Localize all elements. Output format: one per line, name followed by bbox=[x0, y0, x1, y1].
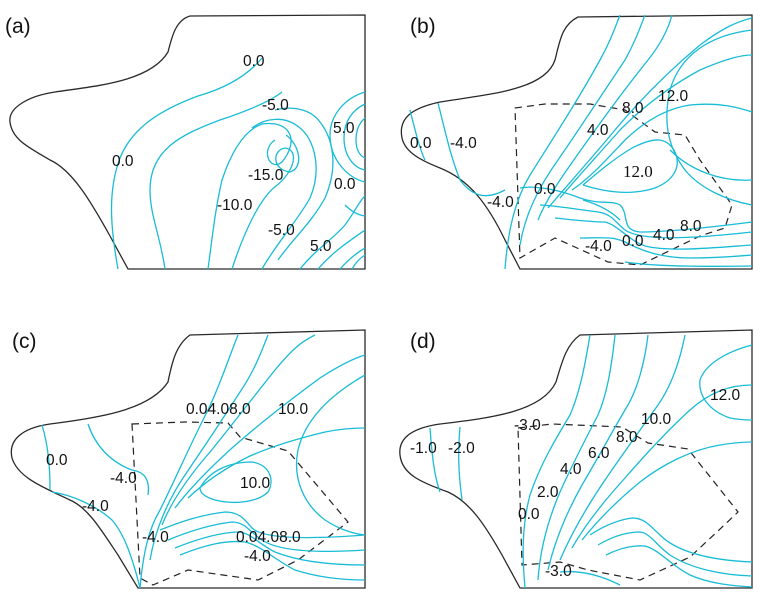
panel-b-contours bbox=[409, 14, 753, 270]
panel-a-contours bbox=[110, 57, 366, 270]
contour-label: -4.0 bbox=[450, 135, 477, 152]
panel-b-labels: 12.0 8.0 4.0 0.0 -4.0 12.0 -4.0 0.0 8.0 … bbox=[410, 88, 702, 255]
contour-label: 0.0 bbox=[112, 153, 134, 170]
contour-label: -4.0 bbox=[244, 548, 271, 565]
contour-label: -4.0 bbox=[142, 529, 169, 546]
contour-label: 0.0 bbox=[243, 53, 265, 70]
contour-label: 0.04.08.0 bbox=[186, 401, 251, 418]
panel-c-labels: 0.04.08.0 10.0 0.0 -4.0 -4.0 10.0 -4.0 0… bbox=[46, 401, 309, 565]
contour-label: 8.0 bbox=[616, 429, 638, 446]
panel-c-letter: (c) bbox=[12, 330, 37, 353]
contour-label: 0.0 bbox=[410, 135, 432, 152]
contour-label: -4.0 bbox=[82, 498, 109, 515]
contour-label: -4.0 bbox=[585, 238, 612, 255]
panel-d-labels: 12.0 -3.0 10.0 8.0 -1.0 -2.0 6.0 4.0 2.0… bbox=[410, 387, 741, 580]
contour-label: 0.0 bbox=[534, 181, 556, 198]
contour-label: 5.0 bbox=[310, 238, 332, 255]
panel-c-dashed-region bbox=[131, 421, 349, 586]
contour-label: -5.0 bbox=[268, 222, 295, 239]
panel-c-contours bbox=[41, 334, 366, 589]
panel-b-dashed-region bbox=[514, 103, 733, 266]
contour-label: 8.0 bbox=[680, 218, 702, 235]
contour-label: 10.0 bbox=[240, 475, 271, 492]
panel-d: (d) 12.0 -3.0 10.0 8.0 -1.0 -2.0 6.0 bbox=[399, 329, 753, 589]
contour-label: 12.0 bbox=[623, 162, 653, 181]
panel-b-boundary bbox=[400, 14, 753, 270]
contour-label: 0.0 bbox=[518, 506, 540, 523]
contour-label: 2.0 bbox=[537, 484, 559, 501]
contour-label: -4.0 bbox=[487, 194, 514, 211]
contour-label: 12.0 bbox=[658, 88, 689, 105]
contour-label: 5.0 bbox=[333, 120, 355, 137]
contour-label: 10.0 bbox=[278, 401, 309, 418]
panel-b-letter: (b) bbox=[410, 15, 436, 38]
contour-label: 6.0 bbox=[588, 445, 610, 462]
contour-label: 4.0 bbox=[560, 461, 582, 478]
panel-d-dashed-region bbox=[517, 423, 739, 581]
contour-label: -15.0 bbox=[248, 167, 284, 184]
panel-b: (b) 12.0 8.0 4.0 0.0 -4.0 bbox=[400, 14, 753, 270]
contour-label: -3.0 bbox=[545, 563, 572, 580]
panel-d-contours bbox=[429, 334, 753, 589]
panel-d-boundary bbox=[399, 329, 753, 589]
contour-label: -10.0 bbox=[217, 197, 253, 214]
contour-label: 12.0 bbox=[710, 387, 741, 404]
contour-label: 4.0 bbox=[587, 122, 609, 139]
panel-a: (a) 0.0 -5.0 5.0 0.0 -15.0 0.0 -10.0 bbox=[5, 14, 366, 270]
panel-a-boundary bbox=[9, 14, 366, 270]
contour-label: -3.0 bbox=[514, 417, 541, 434]
contour-label: -4.0 bbox=[110, 470, 137, 487]
contour-label: 8.0 bbox=[622, 100, 644, 117]
contour-label: 0.0 bbox=[622, 233, 644, 250]
contour-label: 4.0 bbox=[653, 227, 675, 244]
panel-c: (c) 0.04.08.0 10.0 0.0 -4.0 -4.0 10.0 bbox=[10, 329, 366, 589]
contour-label: 0.0 bbox=[46, 452, 68, 469]
contour-label: 10.0 bbox=[641, 411, 672, 428]
panel-a-letter: (a) bbox=[5, 15, 31, 38]
contour-label: 0.04.08.0 bbox=[236, 529, 301, 546]
contour-label: 0.0 bbox=[334, 176, 356, 193]
contour-label: -2.0 bbox=[448, 440, 475, 457]
panel-a-labels: 0.0 -5.0 5.0 0.0 -15.0 0.0 -10.0 -5.0 5.… bbox=[112, 53, 356, 255]
panel-d-letter: (d) bbox=[410, 330, 436, 353]
contour-label: -5.0 bbox=[262, 97, 289, 114]
panel-c-boundary bbox=[10, 329, 366, 589]
contour-label: -1.0 bbox=[410, 440, 437, 457]
